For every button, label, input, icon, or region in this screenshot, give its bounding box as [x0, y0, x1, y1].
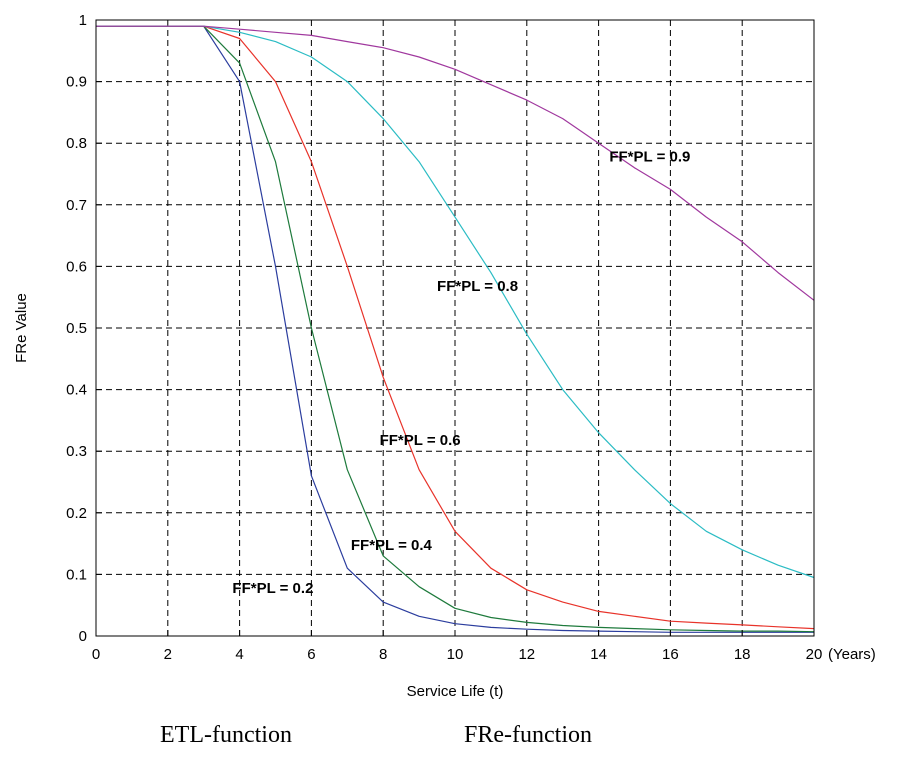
y-tick-label: 0.3 — [66, 443, 87, 460]
series-line-5 — [96, 25, 815, 301]
x-tick-label: 6 — [307, 646, 315, 663]
x-tick-label: 10 — [447, 646, 464, 663]
y-tick-label: 0.8 — [66, 135, 87, 152]
curve-label-5: FF*PL = 0.9 — [609, 149, 690, 166]
series-line-2 — [96, 25, 815, 633]
y-tick-label: 0.9 — [66, 74, 87, 91]
y-axis-label: FRe Value — [13, 293, 30, 363]
x-tick-label: 14 — [590, 646, 607, 663]
y-tick-label: 0.5 — [66, 320, 87, 337]
x-tick-label: 2 — [164, 646, 172, 663]
x-tick-label: 16 — [662, 646, 679, 663]
grid — [96, 20, 814, 636]
x-tick-label: 4 — [235, 646, 243, 663]
caption-etl-function: ETL-function — [160, 722, 292, 748]
curve-label-2: FF*PL = 0.4 — [351, 537, 433, 554]
curve-label-3: FF*PL = 0.6 — [380, 432, 461, 449]
y-tick-label: 0.6 — [66, 258, 87, 275]
x-tick-label: 0 — [92, 646, 100, 663]
caption-fre-function: FRe-function — [464, 722, 592, 748]
y-tick-label: 0 — [79, 628, 87, 645]
y-tick-label: 0.1 — [66, 566, 87, 583]
series-line-1 — [96, 25, 814, 633]
x-axis-label: Service Life (t) — [407, 683, 504, 700]
x-tick-label: 18 — [734, 646, 751, 663]
ticks: 0 2 4 6 8 10 12 14 16 18 20 0 0.1 0.2 0.3 0.4 0.5 0.6 0.7 0… — [66, 12, 822, 663]
y-tick-label: 0.2 — [66, 505, 87, 522]
x-tick-label: 20 — [806, 646, 823, 663]
annotations: FF*PL = 0.2 FF*PL = 0.4 FF*PL = 0.6 FF*PL =… — [232, 149, 690, 597]
x-axis-unit-label: (Years) — [828, 646, 876, 663]
y-tick-label: 0.7 — [66, 197, 87, 214]
x-tick-label: 8 — [379, 646, 387, 663]
curve-label-1: FF*PL = 0.2 — [232, 580, 313, 597]
series-lines — [96, 25, 815, 633]
curve-label-4: FF*PL = 0.8 — [437, 278, 518, 295]
y-tick-label: 1 — [79, 12, 87, 29]
series-line-4 — [96, 25, 815, 579]
y-tick-label: 0.4 — [66, 382, 87, 399]
series-line-3 — [96, 25, 815, 630]
x-tick-label: 12 — [518, 646, 535, 663]
